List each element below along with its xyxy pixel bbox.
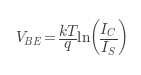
Text: $V_{BE} = \dfrac{kT}{q}\ln\!\left(\dfrac{I_C}{I_S}\right)$: $V_{BE} = \dfrac{kT}{q}\ln\!\left(\dfrac… bbox=[15, 17, 126, 58]
